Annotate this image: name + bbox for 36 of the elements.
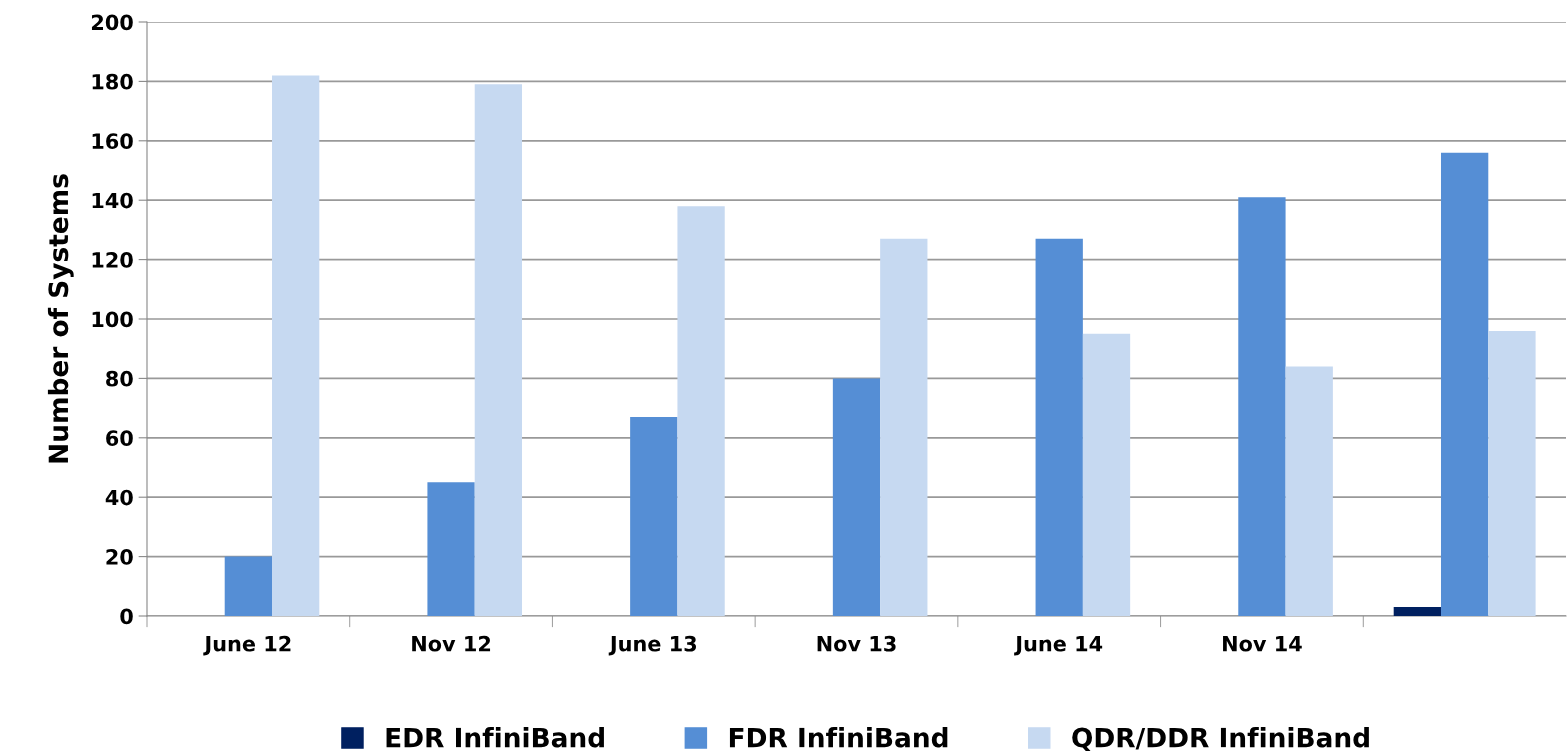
x-tick-label: June 14 xyxy=(1014,636,1103,656)
y-tick-label: 0 xyxy=(120,608,133,625)
bar xyxy=(630,417,678,616)
y-tick-label: 200 xyxy=(91,14,133,31)
y-tick-label: 20 xyxy=(106,549,133,565)
y-tick-label: 160 xyxy=(92,133,133,150)
x-tick-label: June 12 xyxy=(203,635,291,656)
bar xyxy=(427,482,475,616)
x-tick-label: Nov 12 xyxy=(412,635,491,652)
legend-label: FDR InfiniBand xyxy=(729,727,948,748)
legend-label: QDR/DDR InfiniBand xyxy=(1072,727,1369,751)
y-tick-label: 80 xyxy=(106,370,133,387)
bar xyxy=(677,206,725,616)
x-tick-label: Nov 14 xyxy=(1223,636,1302,652)
bar xyxy=(1440,152,1489,616)
bar xyxy=(832,378,881,616)
bar xyxy=(1035,238,1083,616)
y-tick-label: 180 xyxy=(92,73,133,90)
bar xyxy=(1082,333,1131,616)
bar xyxy=(1285,366,1333,616)
y-axis-title: Number of Systems xyxy=(47,174,74,463)
bar xyxy=(1238,197,1286,616)
y-tick-label: 140 xyxy=(92,192,133,209)
y-tick-label: 60 xyxy=(106,430,133,447)
y-tick-label: 120 xyxy=(92,252,133,268)
y-tick-label: 40 xyxy=(105,489,133,506)
bar xyxy=(1393,607,1441,616)
x-tick-label: June 13 xyxy=(608,635,697,656)
bar xyxy=(880,238,928,616)
bar xyxy=(1488,330,1536,616)
legend-label: EDR InfiniBand xyxy=(386,727,604,748)
x-tick-label: Nov 13 xyxy=(817,635,896,652)
bar xyxy=(474,84,523,616)
bar xyxy=(272,75,320,616)
y-tick-label: 100 xyxy=(92,311,133,328)
bar xyxy=(224,556,273,616)
